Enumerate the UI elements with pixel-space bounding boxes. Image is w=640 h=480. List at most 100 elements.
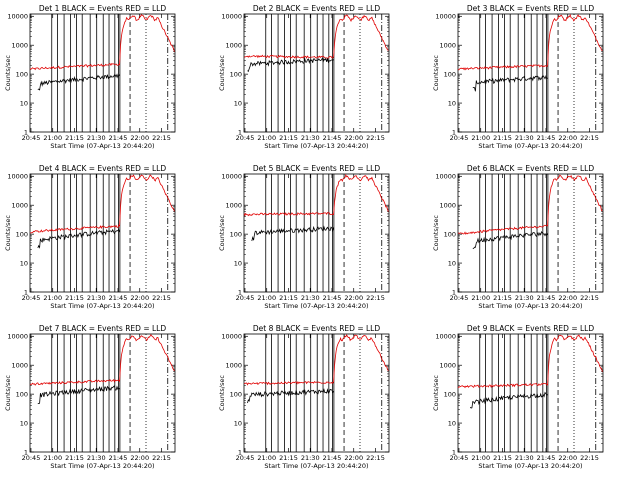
y-axis-label: Counts/sec — [4, 55, 12, 91]
x-tick-label: 21:15 — [493, 454, 512, 462]
lld-series-line — [29, 333, 175, 386]
lld-series-line — [29, 14, 175, 71]
panel-title: Det 5 BLACK = Events RED = LLD — [253, 164, 380, 173]
y-tick-label: 1 — [452, 288, 456, 296]
x-tick-label: 22:00 — [344, 134, 363, 142]
y-axis-label: Counts/sec — [218, 55, 226, 91]
panel-det-7: Det 7 BLACK = Events RED = LLD 1 10 100 1000… — [4, 324, 176, 470]
y-axis-label: Counts/sec — [432, 55, 440, 91]
x-tick-label: 20:45 — [236, 454, 255, 462]
x-tick-label: 21:15 — [65, 294, 84, 302]
x-tick-label: 22:00 — [344, 454, 363, 462]
y-tick-label: 10000 — [7, 13, 28, 21]
y-axis-label: Counts/sec — [218, 375, 226, 411]
x-tick-label: 21:30 — [87, 454, 106, 462]
y-tick-label: 1000 — [225, 42, 242, 50]
y-tick-label: 1 — [238, 448, 242, 456]
y-tick-label: 10000 — [435, 13, 456, 21]
events-series-line — [37, 73, 120, 91]
y-tick-label: 100 — [444, 230, 456, 238]
x-tick-label: 22:15 — [152, 134, 171, 142]
lld-series-line — [457, 334, 603, 389]
x-tick-label: 22:00 — [558, 294, 577, 302]
y-tick-label: 100 — [16, 390, 28, 398]
x-tick-label: 21:00 — [471, 454, 490, 462]
x-axis-label: Start Time (07-Apr-13 20:44:20) — [264, 462, 368, 470]
x-tick-label: 21:45 — [109, 134, 128, 142]
x-tick-label: 21:45 — [323, 134, 342, 142]
y-tick-label: 100 — [444, 70, 456, 78]
x-tick-label: 22:00 — [558, 134, 577, 142]
y-tick-label: 10 — [234, 259, 242, 267]
x-tick-label: 21:30 — [515, 134, 534, 142]
panel-title: Det 3 BLACK = Events RED = LLD — [467, 4, 594, 13]
plot-frame — [457, 333, 604, 453]
y-tick-label: 1000 — [225, 362, 242, 370]
x-tick-label: 21:15 — [65, 454, 84, 462]
y-tick-label: 1 — [452, 448, 456, 456]
panel-title: Det 6 BLACK = Events RED = LLD — [467, 164, 594, 173]
x-tick-label: 21:15 — [493, 294, 512, 302]
x-tick-label: 21:30 — [515, 454, 534, 462]
y-tick-label: 100 — [230, 230, 242, 238]
y-tick-label: 100 — [230, 390, 242, 398]
y-tick-label: 1 — [24, 448, 28, 456]
y-tick-label: 1000 — [225, 202, 242, 210]
x-axis-label: Start Time (07-Apr-13 20:44:20) — [50, 302, 154, 310]
y-axis-label: Counts/sec — [4, 375, 12, 411]
x-tick-label: 22:00 — [130, 294, 149, 302]
y-tick-label: 1000 — [11, 202, 28, 210]
y-tick-label: 100 — [444, 390, 456, 398]
x-tick-label: 22:15 — [366, 134, 385, 142]
x-tick-label: 22:15 — [580, 454, 599, 462]
x-tick-label: 22:00 — [344, 294, 363, 302]
y-tick-label: 10000 — [221, 13, 242, 21]
events-series-line — [469, 391, 548, 409]
y-tick-label: 10000 — [435, 333, 456, 341]
x-tick-label: 21:45 — [537, 454, 556, 462]
x-tick-label: 21:00 — [471, 134, 490, 142]
y-axis-label: Counts/sec — [218, 215, 226, 251]
panel-det-3: Det 3 BLACK = Events RED = LLD 1 10 100 1000… — [432, 4, 604, 150]
x-axis-label: Start Time (07-Apr-13 20:44:20) — [50, 142, 154, 150]
y-axis-label: Counts/sec — [4, 215, 12, 251]
x-axis-label: Start Time (07-Apr-13 20:44:20) — [478, 462, 582, 470]
x-tick-label: 22:15 — [366, 294, 385, 302]
x-tick-label: 20:45 — [22, 294, 41, 302]
x-tick-label: 22:00 — [130, 454, 149, 462]
x-tick-label: 21:45 — [109, 294, 128, 302]
plot-frame — [457, 13, 604, 133]
panel-det-8: Det 8 BLACK = Events RED = LLD 1 10 100 1000… — [218, 324, 390, 470]
x-tick-label: 21:30 — [87, 294, 106, 302]
y-tick-label: 1000 — [439, 202, 456, 210]
y-tick-label: 1000 — [439, 362, 456, 370]
x-tick-label: 21:30 — [301, 454, 320, 462]
x-tick-label: 21:00 — [43, 134, 62, 142]
panel-det-9: Det 9 BLACK = Events RED = LLD 1 10 100 1000… — [432, 324, 604, 470]
y-tick-label: 10000 — [7, 333, 28, 341]
lld-series-line — [243, 14, 389, 59]
y-tick-label: 10 — [20, 419, 28, 427]
panel-title: Det 4 BLACK = Events RED = LLD — [39, 164, 166, 173]
x-tick-label: 21:00 — [257, 294, 276, 302]
x-tick-label: 21:45 — [537, 134, 556, 142]
panel-det-1: Det 1 BLACK = Events RED = LLD 1 10 100 1000… — [4, 4, 176, 150]
events-series-line — [472, 230, 548, 250]
x-tick-label: 22:00 — [130, 134, 149, 142]
x-tick-label: 21:45 — [323, 294, 342, 302]
x-tick-label: 21:30 — [301, 294, 320, 302]
plot-frame — [243, 333, 390, 453]
y-tick-label: 1 — [238, 288, 242, 296]
y-tick-label: 10 — [20, 99, 28, 107]
x-tick-label: 21:00 — [471, 294, 490, 302]
events-series-line — [37, 228, 120, 249]
events-series-line — [247, 57, 334, 73]
events-series-line — [472, 75, 548, 92]
x-tick-label: 20:45 — [450, 134, 469, 142]
panel-title: Det 9 BLACK = Events RED = LLD — [467, 324, 594, 333]
panel-title: Det 1 BLACK = Events RED = LLD — [39, 4, 166, 13]
x-tick-label: 22:15 — [580, 294, 599, 302]
x-tick-label: 20:45 — [22, 134, 41, 142]
